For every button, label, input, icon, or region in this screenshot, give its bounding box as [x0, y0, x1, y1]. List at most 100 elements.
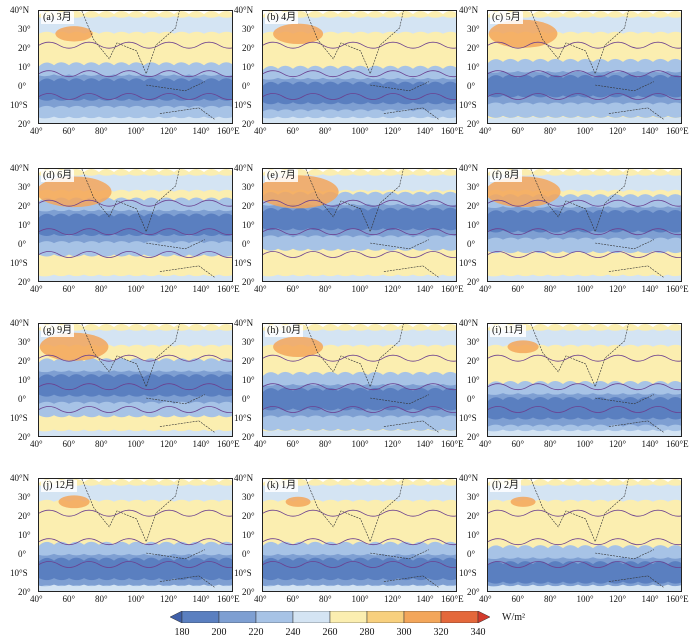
lon-tick: 80°	[95, 284, 108, 294]
warm-region	[488, 19, 558, 48]
contour-line	[263, 41, 456, 49]
lat-tick: 10°	[242, 62, 255, 72]
lat-tick: 0°	[18, 239, 27, 249]
lon-tick: 120°	[609, 594, 627, 604]
olr-field	[488, 324, 681, 436]
warm-region	[273, 336, 324, 358]
panel-label: (k) 1月	[265, 480, 299, 492]
lon-tick: 120°	[384, 126, 402, 136]
colorbar-tick: 300	[396, 627, 412, 638]
lat-tick: 30°	[18, 337, 31, 347]
coastline	[305, 324, 439, 433]
lon-tick: 40°	[30, 126, 43, 136]
colorbar-tick: 220	[248, 627, 264, 638]
panel-label: (h) 10月	[265, 325, 304, 337]
lat-tick: 20°	[467, 432, 480, 442]
coastline	[530, 324, 664, 433]
contour-line	[263, 93, 456, 100]
contour-band	[263, 207, 456, 231]
lat-tick: 20°	[18, 277, 31, 287]
olr-field	[263, 169, 456, 281]
lon-tick: 80°	[544, 126, 557, 136]
lat-tick: 20°	[242, 277, 255, 287]
colorbar-segment	[218, 610, 257, 624]
contour-line	[39, 538, 232, 546]
contour-line	[263, 383, 456, 391]
contour-line	[488, 509, 681, 517]
contour-band	[39, 484, 232, 502]
lon-tick: 40°	[254, 439, 267, 449]
colorbar-tick: 200	[211, 627, 227, 638]
contour-band	[263, 116, 456, 123]
contour-line	[488, 354, 681, 362]
contour-line	[39, 354, 232, 362]
contour-line	[39, 406, 232, 413]
contour-line	[263, 538, 456, 546]
contour-band	[488, 329, 681, 347]
contour-line	[263, 199, 456, 207]
lon-tick: 100°	[576, 594, 594, 604]
lon-tick: 120°	[609, 126, 627, 136]
contour-line	[263, 228, 456, 236]
colorbar-segment	[292, 610, 331, 624]
coastline	[81, 324, 215, 433]
lat-tick: 0°	[242, 549, 251, 559]
coastline	[305, 169, 439, 278]
lon-tick: 140°	[641, 126, 659, 136]
lat-tick: 0°	[467, 239, 476, 249]
lon-tick: 100°	[576, 439, 594, 449]
contour-line	[488, 406, 681, 413]
lat-tick: 30°	[467, 492, 480, 502]
map-panel: (h) 10月	[262, 323, 457, 437]
lat-tick: 20°	[242, 587, 255, 597]
lon-tick: 80°	[95, 126, 108, 136]
lat-tick: 0°	[18, 549, 27, 559]
lat-tick: 10°	[18, 530, 31, 540]
lon-tick: 140°	[192, 284, 210, 294]
lat-tick: 30°	[242, 492, 255, 502]
lon-tick: 120°	[160, 284, 178, 294]
lon-tick: 160°E	[666, 284, 689, 294]
lat-tick: 0°	[18, 81, 27, 91]
colorbar	[169, 610, 491, 624]
lon-tick: 160°E	[217, 594, 240, 604]
lat-tick: 30°	[467, 182, 480, 192]
contour-band	[263, 429, 456, 436]
olr-field	[39, 324, 232, 436]
colorbar-segment	[366, 610, 405, 624]
lon-tick: 40°	[479, 439, 492, 449]
lon-tick: 140°	[192, 439, 210, 449]
contour-band	[488, 396, 681, 420]
warm-region	[39, 176, 112, 208]
lon-tick: 160°E	[666, 439, 689, 449]
lat-tick: 40°N	[459, 473, 479, 483]
warm-region	[273, 23, 324, 45]
lon-tick: 120°	[384, 284, 402, 294]
lon-tick: 120°	[609, 284, 627, 294]
lon-tick: 40°	[254, 284, 267, 294]
lon-tick: 140°	[192, 594, 210, 604]
contour-band	[488, 210, 681, 233]
lat-tick: 20°	[242, 201, 255, 211]
contour-line	[263, 70, 456, 78]
lat-tick: 10°	[467, 530, 480, 540]
contour-line	[488, 41, 681, 49]
colorbar-segment	[403, 610, 442, 624]
contour-line	[488, 93, 681, 100]
colorbar-unit: W/m²	[502, 612, 525, 623]
contour-band	[263, 387, 456, 411]
lat-tick: 30°	[467, 24, 480, 34]
lon-tick: 160°E	[666, 594, 689, 604]
lon-tick: 100°	[351, 439, 369, 449]
lon-tick: 160°E	[217, 284, 240, 294]
coastline	[530, 11, 664, 120]
lon-tick: 100°	[351, 126, 369, 136]
colorbar-segment	[440, 610, 479, 624]
lon-tick: 120°	[160, 439, 178, 449]
contour-band	[488, 74, 681, 98]
lat-tick: 30°	[242, 24, 255, 34]
lon-tick: 80°	[319, 126, 332, 136]
contour-band	[263, 274, 456, 281]
coastline	[305, 479, 439, 588]
lat-tick: 10°S	[10, 100, 28, 110]
